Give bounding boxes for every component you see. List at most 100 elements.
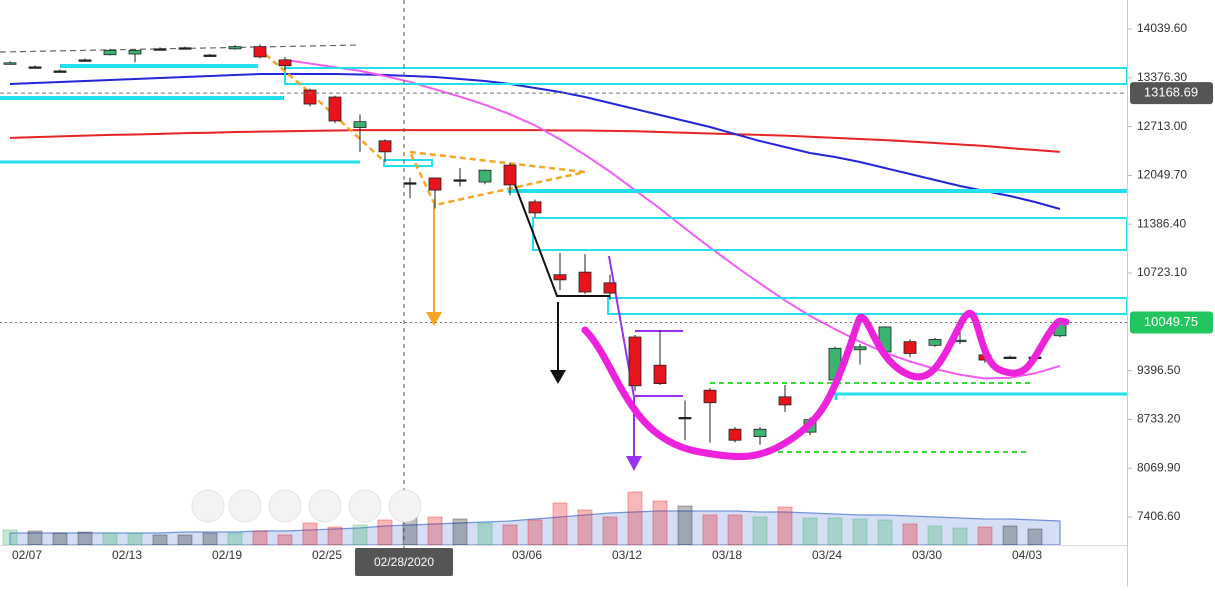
moving-average	[9, 73, 1061, 210]
moving-average	[9, 129, 1061, 153]
candle-body	[203, 54, 217, 57]
volume-bar	[302, 522, 318, 546]
volume-bar	[777, 506, 793, 546]
volume-bar	[152, 534, 168, 546]
volume-bar	[352, 524, 368, 546]
crosshair-label-box	[355, 548, 453, 576]
volume-bar	[1027, 528, 1043, 546]
x-tick-label: 04/03	[1012, 548, 1042, 562]
volume-bar	[227, 532, 243, 546]
volume-bar	[102, 532, 118, 546]
candle-body	[528, 201, 542, 214]
candle-body	[278, 59, 292, 67]
tool-button[interactable]	[228, 489, 262, 523]
volume-bar	[827, 517, 843, 546]
tool-button[interactable]	[308, 489, 342, 523]
y-tick-label: 7406.60	[1137, 509, 1181, 523]
volume-bar	[627, 491, 643, 546]
volume-bar	[202, 532, 218, 546]
volume-bar	[602, 516, 618, 546]
candle-body	[1003, 356, 1017, 360]
volume-bar	[552, 502, 568, 546]
candle-body	[403, 182, 417, 185]
candle-body	[78, 59, 92, 62]
freehand-curve	[581, 309, 1070, 461]
volume-bar	[527, 519, 543, 546]
candle-body	[228, 46, 242, 50]
candle-body	[853, 346, 867, 351]
volume-bar	[452, 518, 468, 546]
volume-bar	[277, 534, 293, 546]
x-tick-label: 02/25	[312, 548, 342, 562]
candle-body	[678, 417, 692, 420]
tool-button[interactable]	[388, 489, 422, 523]
candle-body	[503, 164, 517, 186]
volume-bar	[877, 519, 893, 546]
x-tick-label: 03/18	[712, 548, 742, 562]
tool-button[interactable]	[191, 489, 225, 523]
x-tick-label: 03/12	[612, 548, 642, 562]
candle-body	[378, 140, 392, 153]
volume-bar	[52, 532, 68, 546]
candle-body	[428, 177, 442, 191]
volume-bar	[752, 516, 768, 546]
volume-bar	[427, 516, 443, 546]
candle-body	[928, 339, 942, 346]
candle-body	[603, 282, 617, 294]
y-tick-label: 10723.10	[1137, 265, 1187, 279]
arrow-head	[626, 456, 642, 471]
level-line	[834, 392, 1127, 400]
volume-bar	[702, 514, 718, 546]
candle-body	[153, 48, 167, 51]
candle-body	[778, 396, 792, 406]
volume-bar	[477, 522, 493, 546]
axis-layer: 14039.60 13376.30 12713.00 12049.70 11386.40…	[0, 21, 1213, 562]
volume-bar	[177, 534, 193, 546]
x-tick-label: 02/13	[112, 548, 142, 562]
crosshair-label: 02/28/2020	[374, 555, 434, 569]
price-marker-box	[1130, 311, 1213, 334]
x-tick-label: 02/19	[212, 548, 242, 562]
candle-body	[728, 428, 742, 441]
price-marker-box	[1130, 82, 1213, 105]
candle-body	[178, 47, 192, 50]
candle-body	[578, 271, 592, 293]
tool-button[interactable]	[348, 489, 382, 523]
volume-bar	[727, 514, 743, 546]
pattern-line	[257, 47, 386, 163]
y-tick-label: 13376.30	[1137, 70, 1187, 84]
volume-bar	[377, 519, 393, 546]
candle-body	[253, 46, 267, 58]
candle-body	[353, 121, 367, 128]
volume-bar	[652, 500, 668, 546]
volume-bar	[252, 530, 268, 546]
candle-body	[628, 336, 642, 387]
toolbar	[191, 489, 422, 523]
y-tick-label: 8069.90	[1137, 460, 1181, 474]
tool-button[interactable]	[268, 489, 302, 523]
candle-body	[653, 364, 667, 384]
candle-body	[903, 341, 917, 354]
x-tick-label: 03/06	[512, 548, 542, 562]
volume-bar	[802, 517, 818, 546]
volume-bar	[327, 526, 343, 546]
arrow-head	[426, 312, 442, 326]
candle-body	[703, 389, 717, 404]
volume-bar	[952, 527, 968, 546]
candle-body	[128, 49, 142, 55]
x-tick-label: 03/24	[812, 548, 842, 562]
volume-bar	[502, 524, 518, 546]
volume-bar	[577, 509, 593, 546]
price-marker-label: 13168.69	[1144, 85, 1198, 100]
candle-body	[553, 274, 567, 281]
volume-layer	[2, 491, 1061, 546]
candle-body	[303, 89, 317, 105]
candle-body	[753, 428, 767, 437]
candle-body	[453, 179, 467, 182]
x-tick-label: 02/07	[12, 548, 42, 562]
pattern-line	[514, 184, 610, 297]
y-tick-label: 12713.00	[1137, 119, 1187, 133]
volume-ma-area	[9, 510, 1061, 546]
